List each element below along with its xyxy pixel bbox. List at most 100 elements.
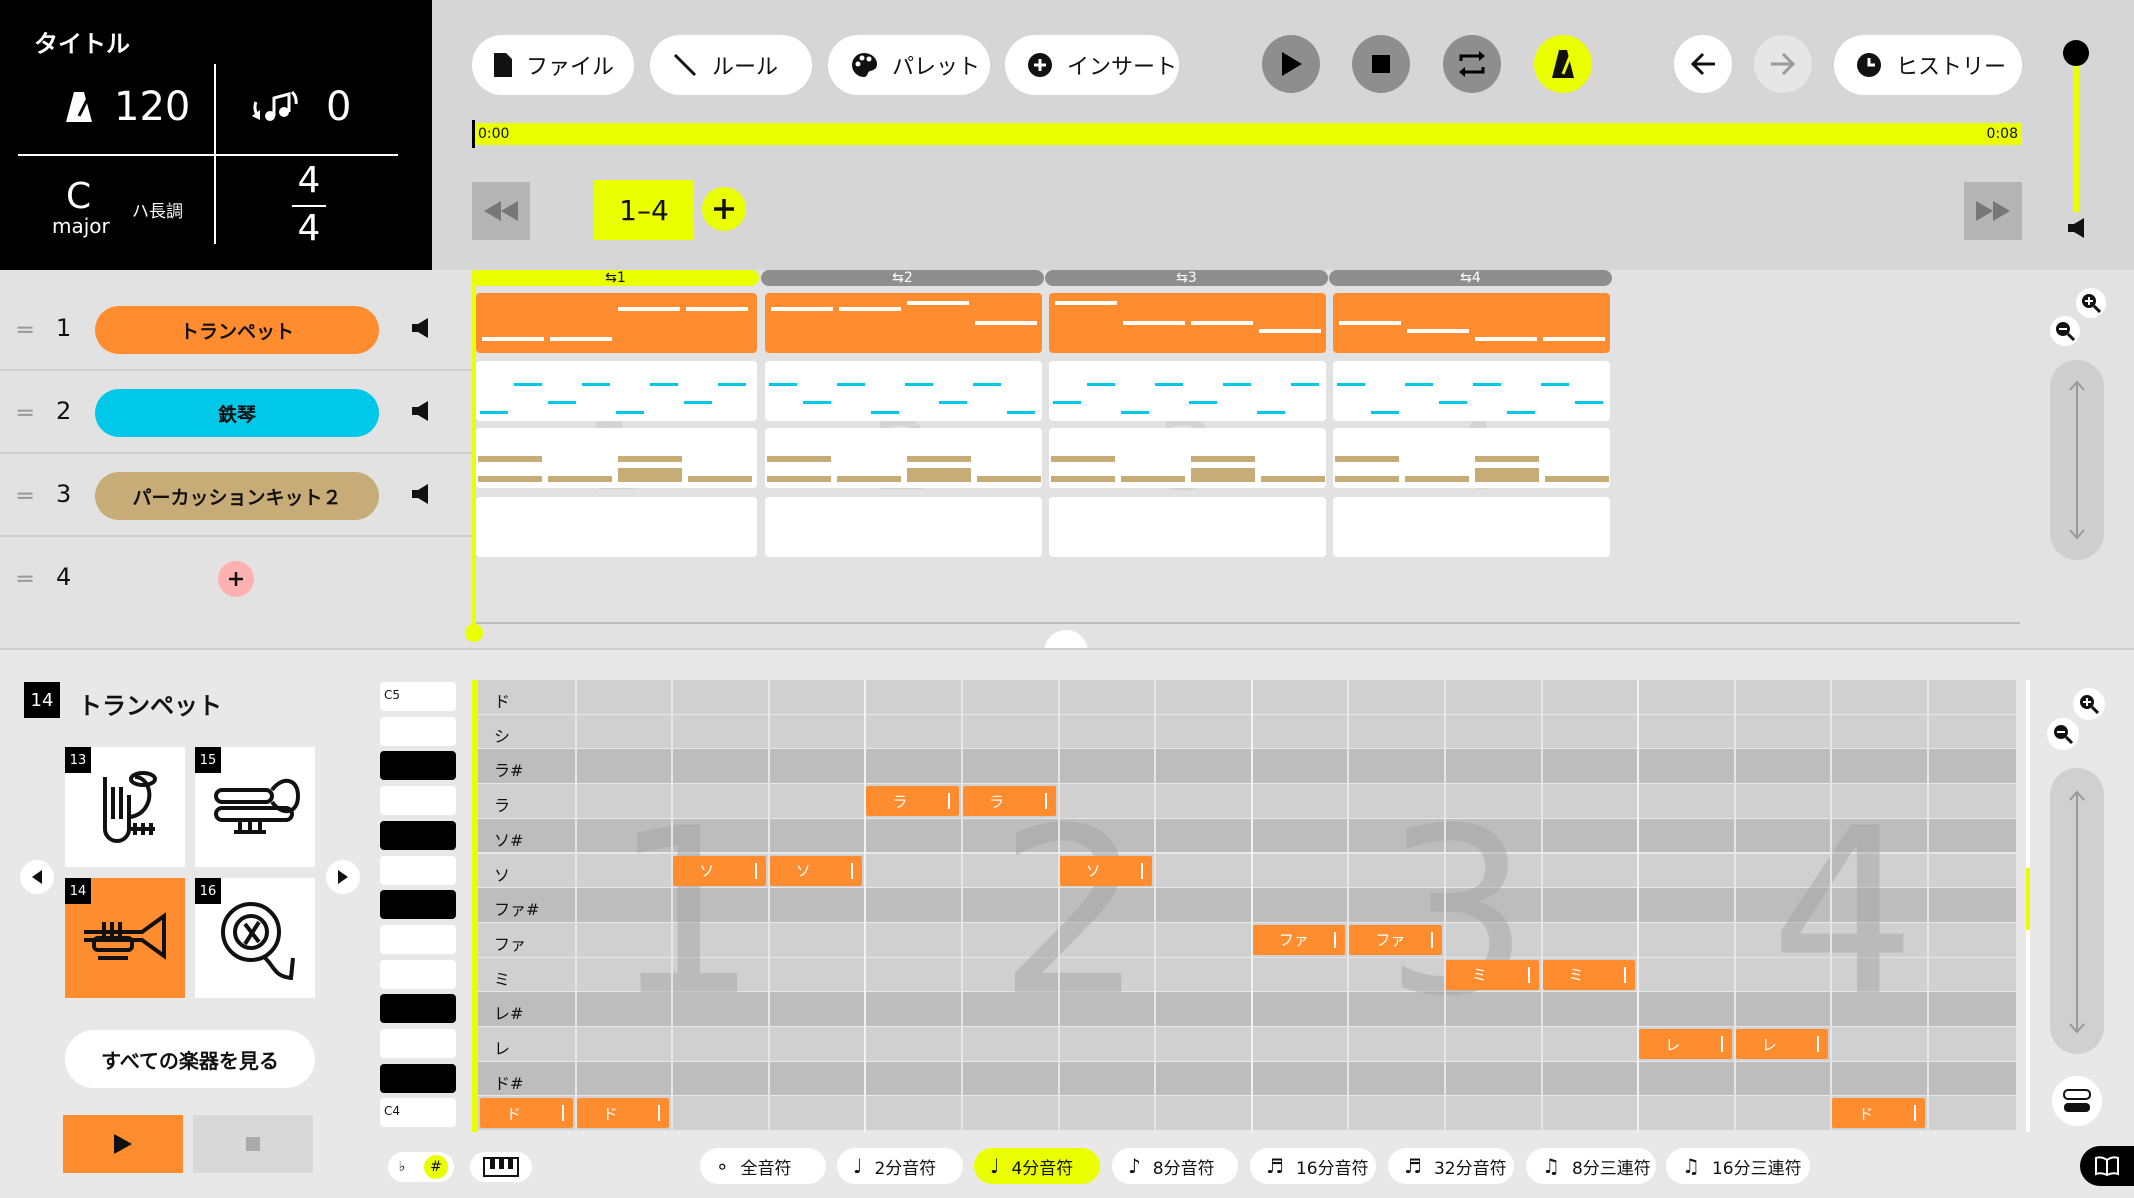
arrangement-grid[interactable]: ⇆11⇆22⇆33⇆44 [472,270,2020,625]
display-toggle-button[interactable] [2052,1076,2102,1126]
piano-key[interactable] [380,786,456,816]
duration-button[interactable]: ♬ 16分音符 [1250,1148,1376,1184]
measure-header[interactable]: ⇆2 [761,270,1044,286]
song-title[interactable]: タイトル [34,30,130,58]
roll-row[interactable] [478,992,2016,1026]
track-measure-cell[interactable] [765,497,1042,557]
redo-button[interactable] [1754,35,1812,93]
track-measure-cell[interactable] [1049,361,1326,421]
note-block[interactable]: ド [480,1098,573,1129]
piano-key[interactable] [380,924,456,954]
measure-header[interactable]: ⇆1 [472,270,759,286]
track-row[interactable]: ═ 3 パーカッションキット２ [0,456,472,537]
measure-range-chip[interactable]: 1–4 [594,180,694,240]
roll-zoom-out-button[interactable] [2047,718,2079,750]
zoom-in-button[interactable] [2076,288,2106,318]
note-block[interactable]: レ [1639,1029,1732,1059]
roll-row[interactable] [478,784,2016,818]
stop-button[interactable] [1352,35,1410,93]
track-measure-cell[interactable] [765,361,1042,421]
duration-button[interactable]: ♬ 32分音符 [1388,1148,1514,1184]
piano-key[interactable] [380,1063,456,1093]
note-block[interactable]: ラ [866,786,959,817]
piano-key[interactable]: C4 [380,1098,456,1128]
volume-track[interactable] [2073,52,2079,212]
piano-key[interactable] [380,1029,456,1058]
duration-button[interactable]: ♩ 4分音符 [974,1148,1100,1184]
track-measure-cell[interactable] [476,361,757,421]
instrument-card-trombone[interactable]: 15 [195,747,315,867]
undo-button[interactable] [1674,35,1732,93]
preview-stop-button[interactable] [193,1115,313,1173]
rewind-button[interactable] [472,182,530,240]
track-measure-cell[interactable] [1333,293,1610,353]
instrument-card-trumpet[interactable]: 14 [65,878,185,998]
add-measure-button[interactable] [702,187,746,231]
drag-handle-icon[interactable]: ═ [18,399,33,427]
roll-row[interactable] [478,680,2016,714]
note-block[interactable]: ソ [769,855,863,886]
track-measure-cell[interactable] [765,428,1042,488]
track-measure-cell[interactable] [1333,497,1610,557]
timeline-bar[interactable]: 0:00 0:08 [472,123,2022,145]
time-signature-denominator[interactable]: 4 [297,208,321,249]
roll-row[interactable] [478,749,2016,784]
roll-vertical-scroll[interactable] [2050,768,2104,1054]
piano-key[interactable] [380,820,456,850]
drag-handle-icon[interactable]: ═ [18,316,33,344]
duration-button[interactable]: ♪ 8分音符 [1112,1148,1238,1184]
file-button[interactable]: ファイル [472,35,634,95]
track-instrument-button[interactable]: パーカッションキット２ [95,472,379,520]
duration-button[interactable]: ♫ 8分三連符 [1526,1148,1656,1184]
prev-instrument-button[interactable] [20,860,54,894]
note-block[interactable]: ド [576,1098,670,1129]
piano-key[interactable] [380,716,456,746]
see-all-instruments-button[interactable]: すべての楽器を見る [65,1030,315,1088]
track-row[interactable]: ═ 4 [0,539,472,620]
keyboard-toggle[interactable] [470,1152,532,1182]
note-block[interactable]: ラ [963,786,1056,817]
roll-playhead[interactable] [472,680,478,1132]
duration-button[interactable]: ∘ 全音符 [700,1148,826,1184]
roll-row[interactable] [478,888,2016,922]
measure-header[interactable]: ⇆3 [1045,270,1328,286]
track-measure-cell[interactable] [1049,428,1326,488]
flat-option[interactable]: ♭ [398,1159,406,1175]
note-block[interactable]: ファ [1252,924,1346,955]
palette-button[interactable]: パレット [828,35,990,95]
roll-row[interactable] [478,922,2016,957]
roll-row[interactable] [478,1096,2016,1131]
play-button[interactable] [1262,35,1320,93]
speaker-icon[interactable] [412,484,430,504]
track-measure-cell[interactable] [476,293,757,353]
rule-button[interactable]: ルール [650,35,812,95]
note-block[interactable]: ソ [1059,855,1153,886]
track-row[interactable]: ═ 1 トランペット [0,290,472,371]
preview-play-button[interactable] [63,1115,183,1173]
piano-key[interactable] [380,890,456,920]
time-signature-numerator[interactable]: 4 [297,160,321,201]
roll-row[interactable] [478,818,2016,853]
drag-handle-icon[interactable]: ═ [18,565,33,593]
piano-key[interactable] [380,751,456,781]
speaker-icon[interactable] [412,401,430,421]
instrument-card-horn[interactable]: 16 [195,878,315,998]
scroll-position[interactable] [2026,868,2030,930]
tempo-value[interactable]: 120 [114,84,191,130]
piano-key[interactable]: C5 [380,682,456,711]
track-instrument-button[interactable]: 鉄琴 [95,389,379,437]
note-block[interactable]: ド [1832,1098,1925,1129]
track-instrument-button[interactable]: トランペット [95,306,379,354]
loop-button[interactable] [1443,35,1501,93]
insert-button[interactable]: インサート [1005,35,1179,95]
volume-knob[interactable] [2063,40,2089,66]
note-block[interactable]: レ [1735,1029,1829,1059]
note-block[interactable]: ミ [1446,959,1539,990]
duration-button[interactable]: ♫ 16分三連符 [1666,1148,1810,1184]
track-measure-cell[interactable] [765,293,1042,353]
sharp-option[interactable]: # [424,1155,448,1179]
track-measure-cell[interactable] [1049,293,1326,353]
roll-row[interactable] [478,957,2016,992]
note-block[interactable]: ソ [673,855,766,886]
